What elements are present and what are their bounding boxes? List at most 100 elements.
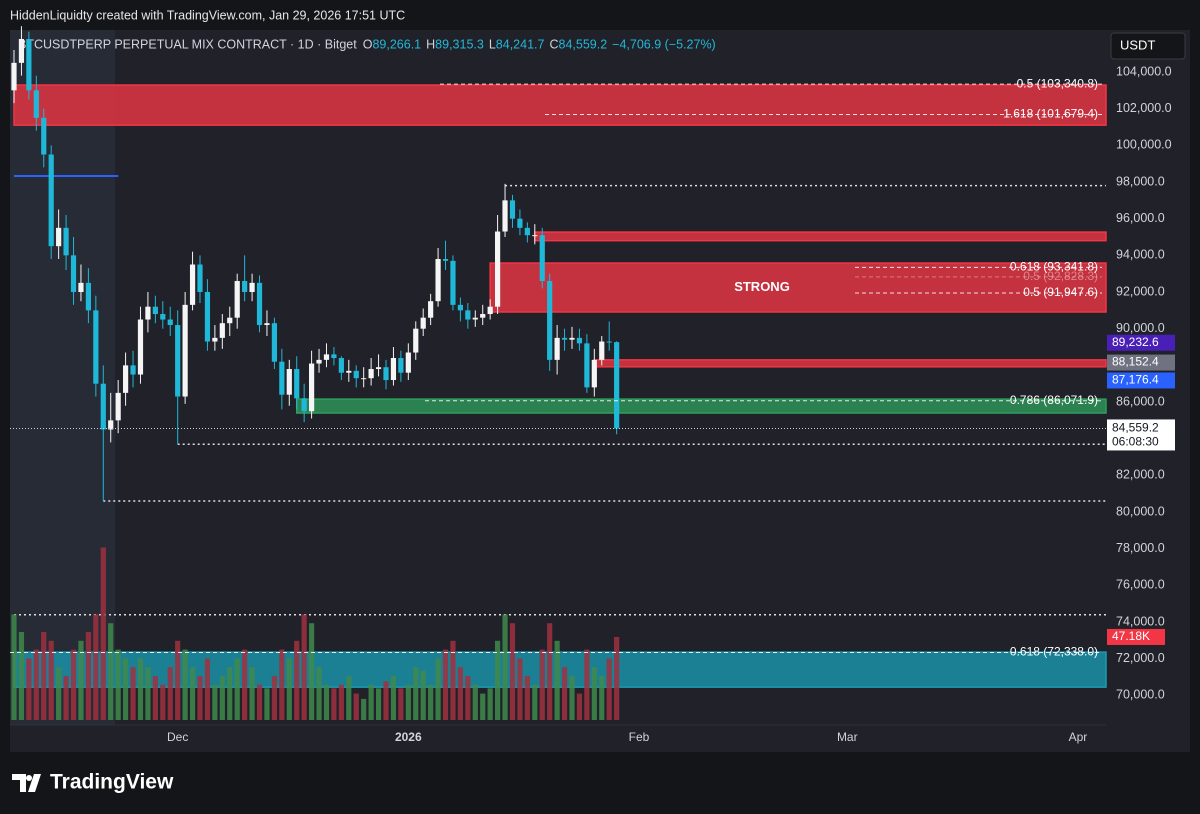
credit: HiddenLiquidty created with TradingView.…: [10, 8, 405, 22]
zone-label: STRONG: [734, 279, 790, 294]
volume-bar: [41, 632, 47, 720]
y-tick-label: 72,000.0: [1116, 651, 1165, 665]
volume-bar: [219, 676, 225, 720]
candle-body: [56, 227, 62, 247]
volume-bar: [398, 688, 404, 720]
candle-body: [18, 38, 25, 63]
candle-body: [175, 325, 181, 397]
volume-bar: [301, 614, 307, 720]
legend-change: −4,706.9 (−5.27%): [612, 37, 716, 51]
volume-bar: [561, 667, 568, 720]
candle-body: [435, 259, 441, 302]
candle-body: [532, 235, 538, 237]
volume-bar: [569, 676, 575, 720]
candle-body: [48, 154, 54, 247]
candle-body: [405, 352, 411, 373]
volume-bar: [160, 684, 166, 720]
x-tick-label: 2026: [395, 730, 422, 744]
volume-bar: [606, 658, 612, 720]
volume-bar: [413, 667, 419, 720]
volume-bar: [428, 684, 434, 720]
symbol-legend: BTCUSDTPERP PERPETUAL MIX CONTRACT · 1D …: [18, 37, 716, 51]
volume-bar: [56, 667, 62, 720]
candle-body: [309, 363, 315, 412]
candle-body: [93, 310, 99, 384]
y-tick-label: 98,000.0: [1116, 174, 1165, 188]
price-tag-label: 88,152.4: [1112, 355, 1159, 369]
volume-bar: [242, 649, 248, 720]
candle-body: [509, 200, 516, 219]
volume-bar: [167, 667, 173, 720]
volume-bar: [93, 614, 99, 720]
x-tick-label: Feb: [629, 730, 650, 744]
candle-body: [108, 420, 114, 430]
volume-bar: [279, 649, 285, 720]
fib-label: 0.618 (72,338.0): [1010, 645, 1098, 659]
volume-bar: [204, 658, 211, 720]
volume-bar: [78, 640, 84, 720]
volume-bar: [390, 676, 397, 720]
volume-bar: [227, 667, 233, 720]
volume-bar: [509, 623, 516, 720]
candle-body: [249, 282, 255, 293]
volume-bar: [26, 658, 32, 720]
candle-body: [465, 310, 471, 320]
fib-label: 0.786 (86,071.9): [1010, 393, 1098, 407]
candle-body: [442, 259, 449, 261]
legend-value: 89,315.3: [435, 37, 484, 51]
candle-body: [584, 343, 590, 388]
candle-body: [331, 354, 337, 359]
volume-bar: [405, 684, 411, 720]
candle-body: [569, 337, 575, 340]
candle-body: [480, 314, 486, 318]
volume-bar: [197, 676, 203, 720]
volume-bar: [614, 636, 620, 720]
candle-body: [115, 392, 121, 421]
volume-tag: [1107, 628, 1165, 645]
candle-body: [495, 231, 501, 307]
candle-body: [167, 319, 173, 326]
chart-panel: [10, 30, 1190, 752]
price-tag-label: 89,232.6: [1112, 335, 1159, 349]
volume-bar: [316, 667, 322, 720]
y-tick-label: 82,000.0: [1116, 468, 1165, 482]
y-tick-label: 70,000.0: [1116, 688, 1165, 702]
candle-body: [547, 281, 553, 360]
candle-body: [286, 369, 292, 395]
volume-bar: [346, 676, 352, 720]
volume-bar: [517, 658, 523, 720]
candle-body: [212, 337, 218, 342]
volume-bar: [115, 649, 121, 720]
candle-body: [428, 301, 434, 318]
y-tick-label: 74,000.0: [1116, 614, 1165, 628]
candle-body: [219, 323, 225, 338]
volume-bar: [487, 688, 493, 720]
countdown: 06:08:30: [1112, 435, 1159, 449]
candle-body: [182, 304, 188, 397]
volume-bar: [599, 676, 605, 720]
y-tick-label: 78,000.0: [1116, 541, 1165, 555]
last-price-label: 84,559.2: [1112, 421, 1159, 435]
candle-body: [457, 304, 463, 311]
legend-key: C: [549, 37, 558, 51]
legend-value: 84,559.2: [559, 37, 608, 51]
volume-bar: [338, 684, 344, 720]
volume-bar: [554, 640, 560, 720]
candle-body: [517, 218, 523, 228]
currency-button[interactable]: [1110, 32, 1186, 60]
volume-bar: [286, 658, 292, 720]
volume-bar: [271, 676, 277, 720]
candle-body: [294, 369, 300, 399]
candle-body: [160, 314, 166, 320]
candle-body: [346, 370, 352, 373]
last-price-tag: [1107, 419, 1175, 451]
candle-body: [375, 367, 382, 370]
volume-bar: [457, 667, 463, 720]
volume-bar: [63, 676, 69, 720]
candle-body: [63, 227, 69, 256]
currency[interactable]: USDT: [1120, 37, 1155, 52]
volume-bar: [33, 649, 39, 720]
candle-body: [353, 370, 359, 379]
volume-bar: [465, 676, 471, 720]
